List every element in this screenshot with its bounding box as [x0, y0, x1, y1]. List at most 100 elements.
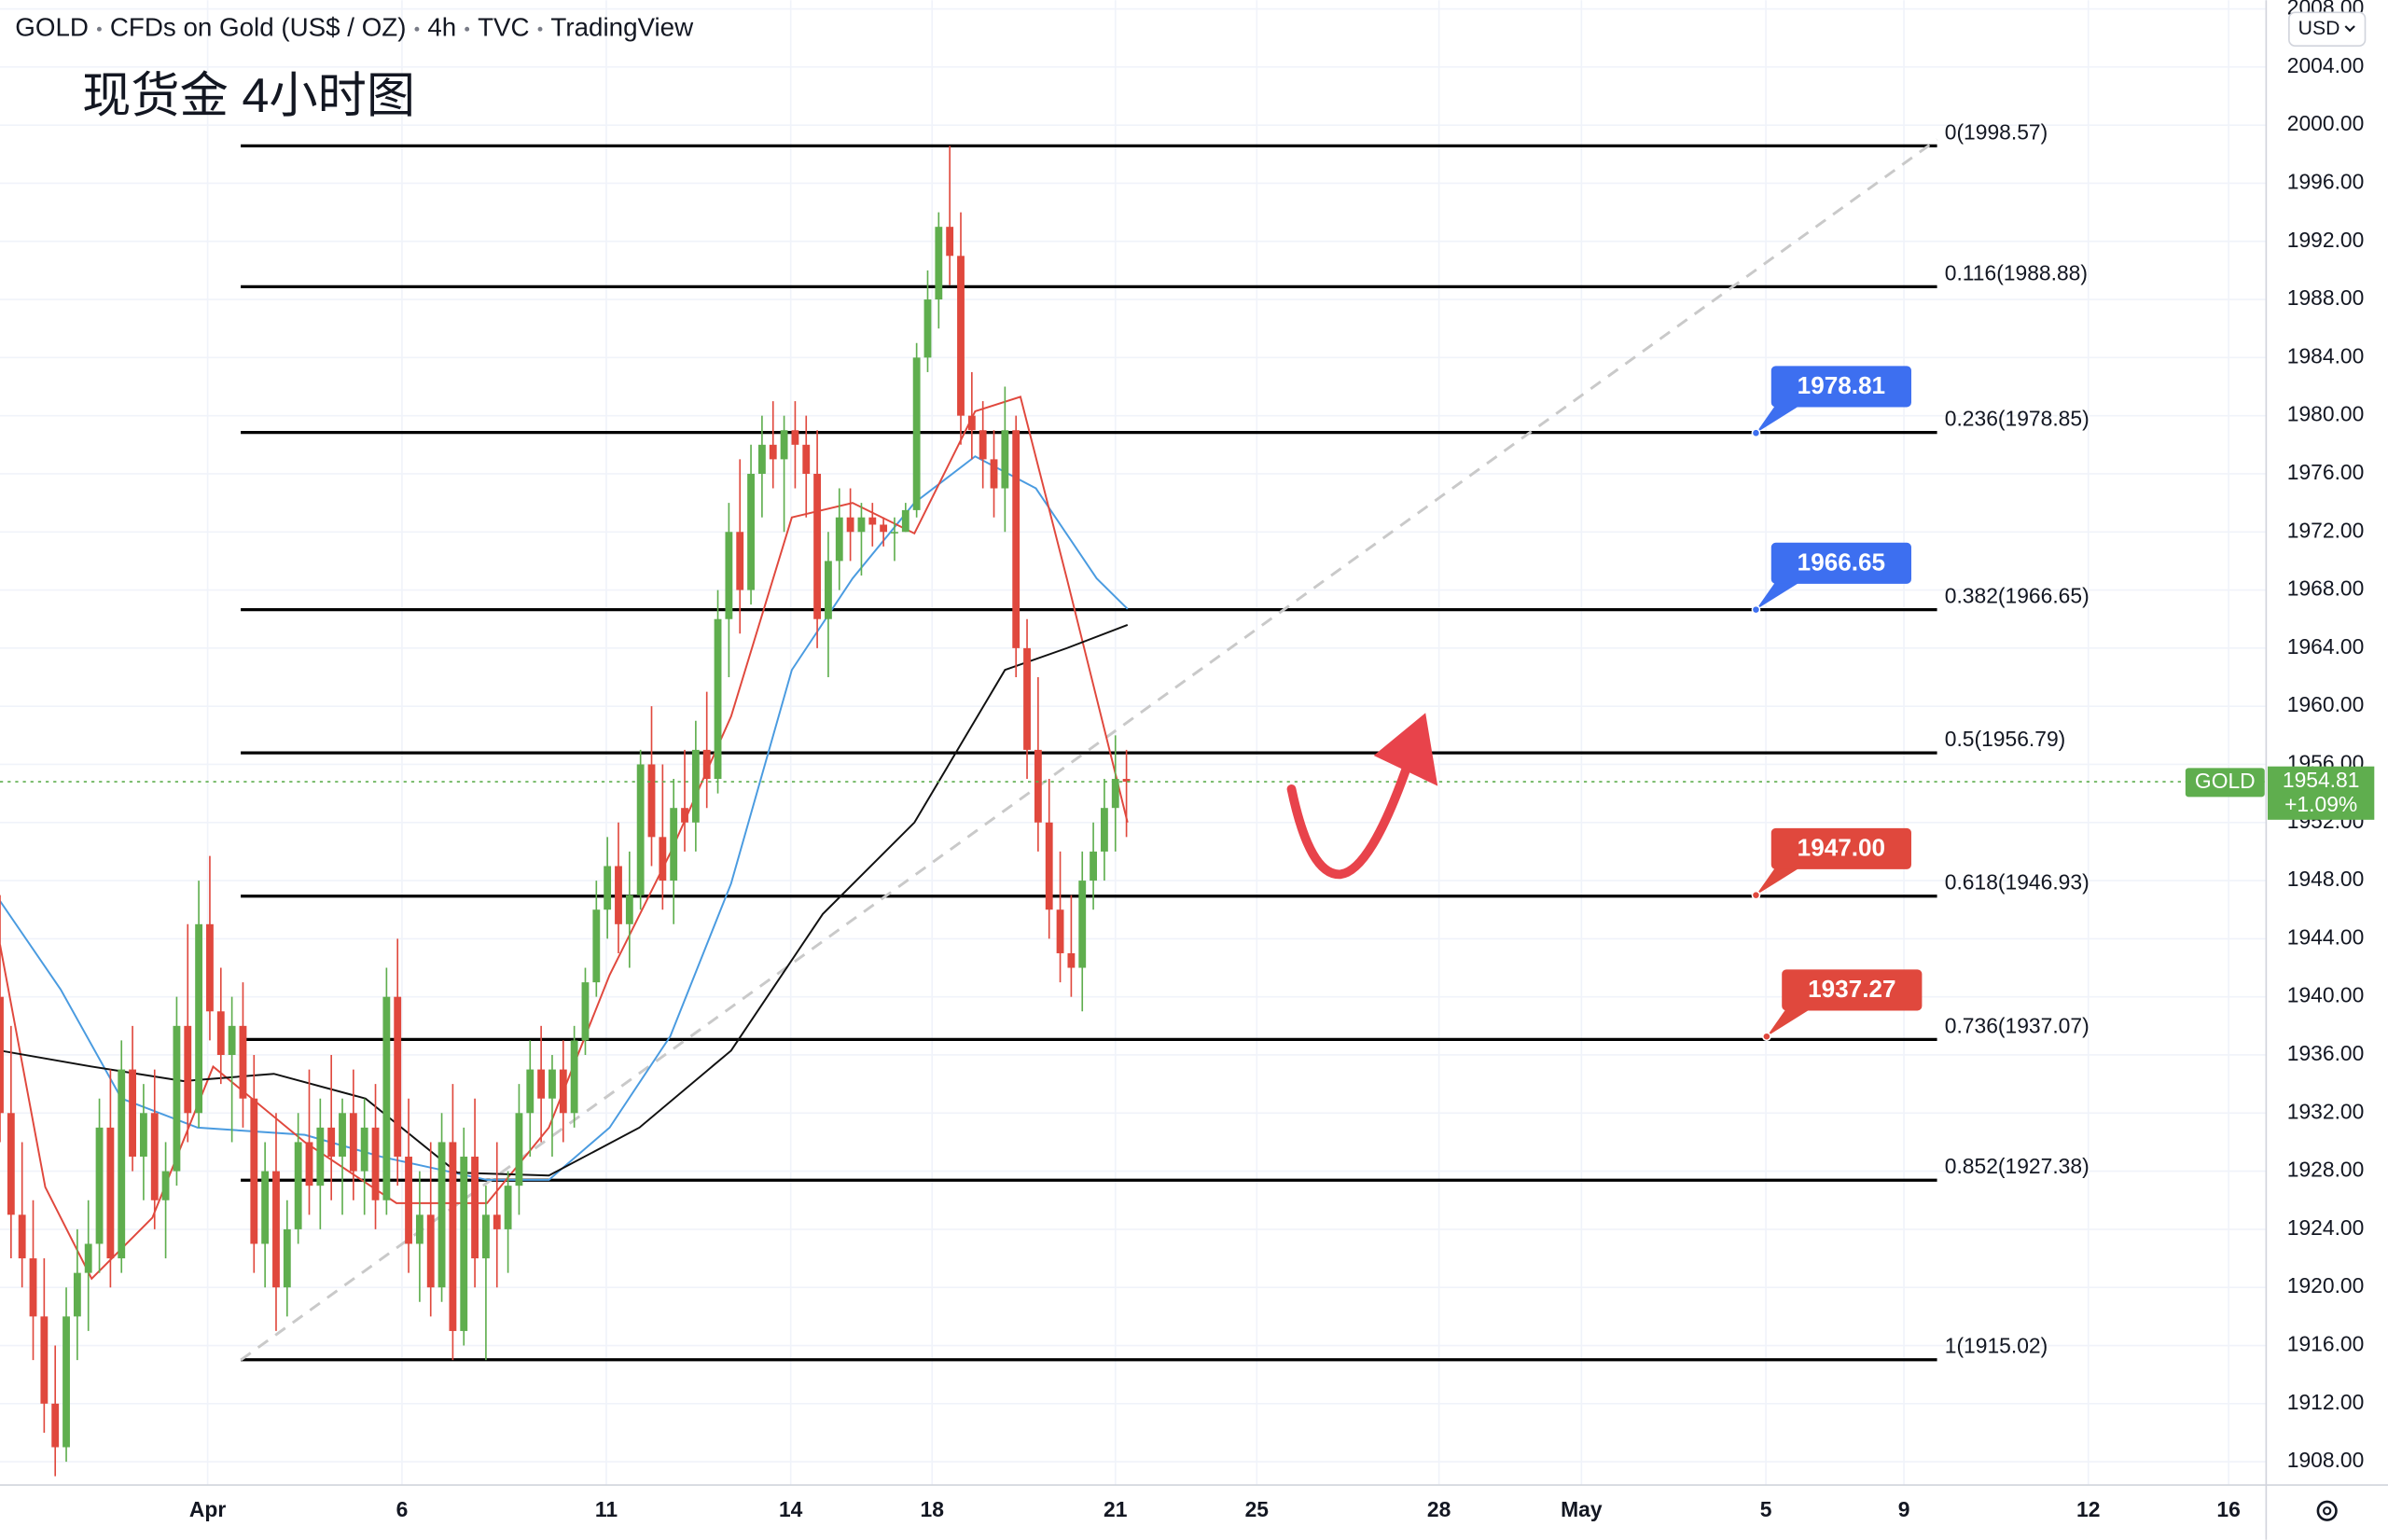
y-tick-label: 1944.00 — [2287, 924, 2365, 949]
candle-body — [923, 299, 932, 358]
x-tick-label: 12 — [2076, 1497, 2100, 1521]
chart-title: 现货金 4小时图 — [82, 69, 415, 123]
x-tick-label: 18 — [921, 1497, 944, 1521]
settings-icon[interactable] — [2316, 1500, 2338, 1521]
candle-body — [471, 1157, 479, 1259]
candle-body — [659, 837, 667, 881]
candle-body — [670, 808, 678, 881]
arrow — [1286, 756, 1414, 880]
y-tick-label: 1968.00 — [2287, 576, 2365, 601]
y-tick-label: 1996.00 — [2287, 169, 2365, 193]
y-tick-label: 1992.00 — [2287, 228, 2365, 252]
arrow-head — [1373, 713, 1438, 786]
candle-body — [702, 749, 711, 780]
ma-line — [0, 395, 1129, 1281]
y-tick-label: 1964.00 — [2287, 634, 2365, 659]
candle-body — [979, 430, 987, 460]
y-tick-label: 1948.00 — [2287, 867, 2365, 891]
fib-label: 0.618(1946.93) — [1945, 870, 2090, 895]
candle-body — [272, 1171, 280, 1288]
y-tick-label: 1928.00 — [2287, 1158, 2365, 1182]
candle-body — [449, 1142, 457, 1331]
candle-body — [360, 1127, 368, 1172]
currency-label[interactable]: USD — [2298, 18, 2340, 39]
candle-body — [548, 1069, 556, 1099]
currency-box[interactable] — [2288, 11, 2367, 47]
candle-body — [791, 430, 799, 445]
candle-body — [891, 532, 898, 534]
callout-anchor — [1751, 604, 1761, 615]
y-tick-label: 1960.00 — [2287, 692, 2365, 716]
candle-body — [73, 1272, 81, 1317]
y-tick-label: 1916.00 — [2287, 1332, 2365, 1356]
y-tick-label: 1912.00 — [2287, 1390, 2365, 1414]
candle-body — [415, 1214, 423, 1244]
candle-body — [967, 415, 976, 431]
candle-body — [714, 618, 722, 780]
candle-body — [935, 227, 943, 300]
candle-body — [40, 1316, 49, 1404]
candle-body — [29, 1258, 37, 1317]
ma-line — [0, 455, 1129, 1181]
candle-body — [62, 1316, 70, 1448]
fib-label: 0.382(1966.65) — [1945, 584, 2090, 608]
callout-box — [1770, 366, 1911, 408]
candle-body — [946, 227, 954, 257]
candle-body — [780, 430, 788, 460]
candle-body — [868, 517, 877, 525]
chevron — [2344, 25, 2355, 33]
y-tick-label: 1988.00 — [2287, 285, 2365, 310]
y-tick-label: 1908.00 — [2287, 1448, 2365, 1472]
fib-label: 0.5(1956.79) — [1945, 727, 2066, 751]
callout-anchor — [1751, 890, 1761, 900]
candle-body — [526, 1069, 535, 1114]
separator — [96, 26, 102, 32]
candle-body — [736, 532, 744, 590]
gear[interactable] — [2316, 1500, 2338, 1521]
currency-button[interactable]: USD — [2288, 11, 2367, 47]
callout-pointer — [1756, 865, 1805, 895]
candle-body — [835, 517, 843, 562]
y-tick-label: 1936.00 — [2287, 1041, 2365, 1065]
candle-body — [1122, 779, 1131, 783]
header-item: TVC — [478, 13, 530, 42]
candle-body — [636, 764, 645, 895]
callout-label: 1937.27 — [1808, 975, 1895, 1003]
candle-body — [813, 473, 822, 619]
symbol-label: GOLD — [2195, 769, 2256, 793]
candle-body — [349, 1113, 357, 1172]
price-label: 1954.81 — [2283, 768, 2360, 792]
y-tick-label: 2004.00 — [2287, 53, 2365, 77]
x-tick-label: May — [1561, 1497, 1603, 1521]
x-tick-label: 11 — [595, 1497, 618, 1521]
candle-body — [537, 1069, 546, 1099]
header-item: GOLD — [15, 13, 89, 42]
y-tick-label: 1976.00 — [2287, 460, 2365, 484]
y-tick-label: 1972.00 — [2287, 518, 2365, 542]
candle-body — [581, 982, 590, 1041]
candle-body — [1034, 749, 1042, 823]
candle-body — [139, 1113, 147, 1158]
candle-body — [118, 1069, 126, 1259]
candle-body — [802, 444, 811, 474]
candle-body — [1012, 430, 1020, 648]
candle-body — [1111, 779, 1119, 809]
separator — [537, 26, 543, 32]
candle-body — [857, 517, 866, 533]
fib-label: 0.736(1937.07) — [1945, 1013, 2090, 1037]
candle-body — [305, 1142, 313, 1186]
candle-body — [592, 909, 601, 983]
candle-body — [394, 996, 402, 1158]
candle-body — [846, 517, 854, 533]
fib-label: 0.236(1978.85) — [1945, 407, 2090, 431]
grid — [0, 0, 2267, 1486]
price-badge — [2268, 766, 2375, 820]
callout-pointer — [1756, 402, 1805, 434]
candle-body — [1067, 952, 1076, 968]
candle-body — [681, 808, 688, 823]
candle-body — [195, 923, 203, 1114]
callout-label: 1978.81 — [1798, 371, 1885, 399]
x-tick-label: 25 — [1245, 1497, 1270, 1521]
header-item: 4h — [427, 13, 456, 42]
